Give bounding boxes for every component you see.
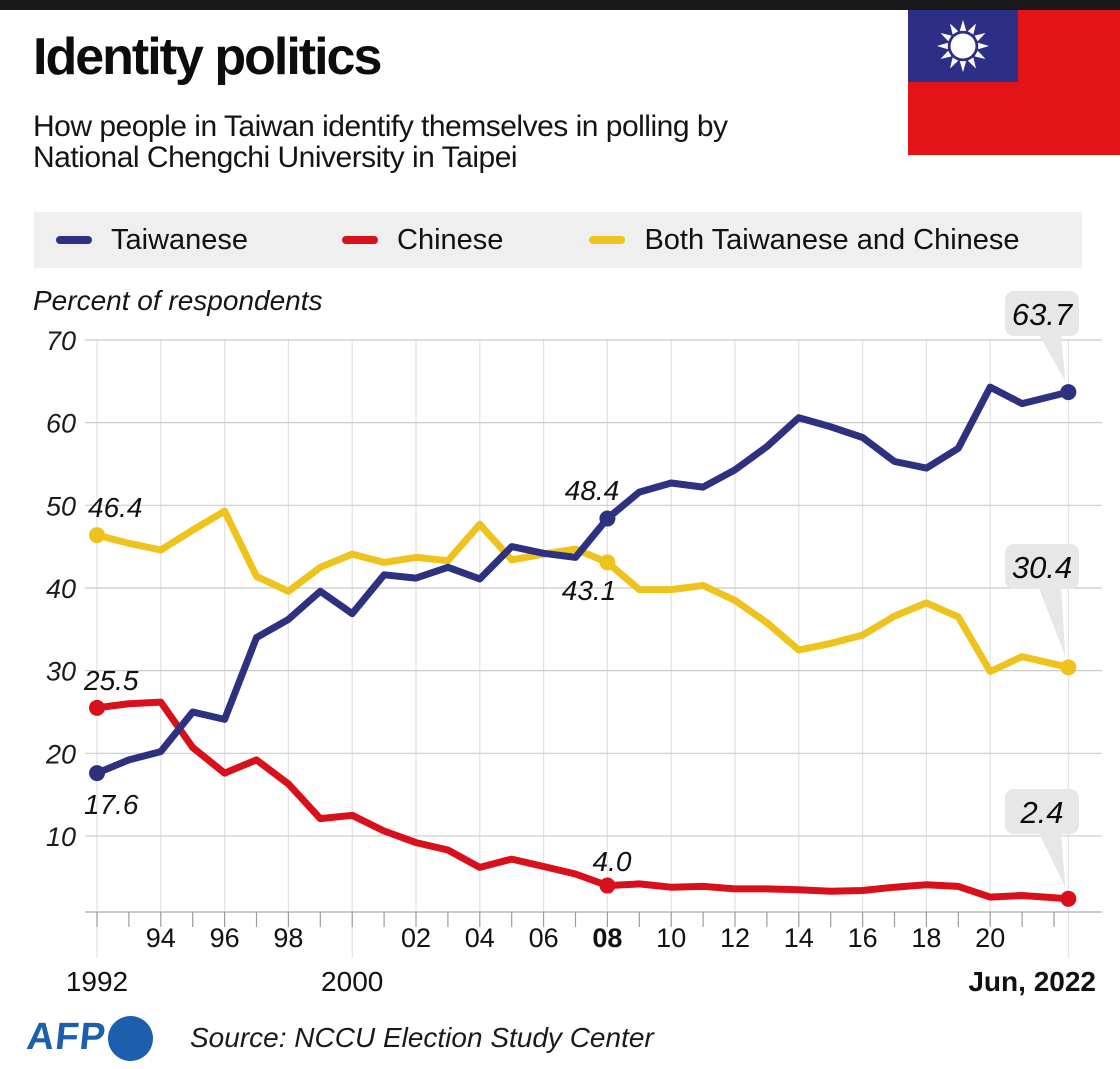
callout-bubble bbox=[1005, 544, 1079, 589]
legend-label: Chinese bbox=[397, 223, 504, 256]
point-value-label: 43.1 bbox=[562, 575, 617, 606]
x-tick-label: 10 bbox=[656, 923, 686, 953]
sun-disc bbox=[950, 33, 976, 59]
vertical-gridlines bbox=[96, 340, 1069, 958]
sun-rays bbox=[937, 20, 989, 72]
both-swatch-icon bbox=[589, 236, 626, 244]
point-value-label: 48.4 bbox=[565, 475, 620, 506]
legend-label: Both Taiwanese and Chinese bbox=[644, 223, 1020, 256]
data-point-dot bbox=[1060, 384, 1077, 401]
top-black-bar bbox=[0, 0, 1120, 10]
y-axis-title: Percent of respondents bbox=[33, 285, 323, 316]
y-tick-label: 70 bbox=[46, 326, 76, 356]
chinese-line bbox=[93, 698, 1072, 903]
y-tick-label: 30 bbox=[46, 657, 76, 687]
data-point-dot bbox=[89, 765, 105, 782]
taiwan-flag bbox=[908, 10, 1120, 155]
data-point-dot bbox=[89, 699, 105, 716]
callout-tail bbox=[1038, 831, 1066, 888]
x-axis-ticks bbox=[96, 912, 1055, 927]
horizontal-gridlines: 70 60 50 40 30 20 10 bbox=[45, 326, 1102, 852]
source-text: Source: NCCU Election Study Center bbox=[190, 1022, 654, 1053]
callout-value: 63.7 bbox=[1012, 297, 1074, 332]
callout-value: 2.4 bbox=[1019, 795, 1063, 830]
callout-value: 30.4 bbox=[1012, 550, 1072, 585]
y-tick-label: 20 bbox=[45, 739, 76, 769]
x-tick-label: 06 bbox=[529, 923, 559, 953]
callout-tail bbox=[1038, 333, 1066, 382]
x-tick-label: 14 bbox=[784, 923, 814, 953]
afp-logo: AFP bbox=[24, 1016, 109, 1058]
subtitle-line-1: How people in Taiwan identify themselves… bbox=[33, 110, 728, 143]
x-tick-label: 98 bbox=[273, 923, 303, 953]
point-value-label: 17.6 bbox=[84, 789, 139, 820]
sun-icon bbox=[937, 20, 989, 72]
x-tick-label: 02 bbox=[401, 923, 431, 953]
point-value-label: 46.4 bbox=[88, 492, 143, 523]
x-major-label: Jun, 2022 bbox=[968, 966, 1096, 997]
legend-item-chinese: Chinese bbox=[342, 224, 503, 257]
both-taiwanese-and-chinese-line bbox=[93, 507, 1072, 675]
chart-legend: Taiwanese Chinese Both Taiwanese and Chi… bbox=[34, 212, 1082, 268]
x-major-label: 2000 bbox=[321, 966, 383, 997]
data-point-dot bbox=[89, 527, 105, 544]
chinese-swatch-icon bbox=[342, 236, 379, 244]
subtitle-line-2: National Chengchi University in Taipei bbox=[33, 141, 518, 174]
point-value-label: 4.0 bbox=[593, 846, 632, 877]
legend-item-taiwanese: Taiwanese bbox=[56, 224, 248, 257]
x-tick-label: 04 bbox=[465, 923, 495, 953]
callout-tail bbox=[1038, 586, 1066, 657]
x-tick-label: 08 bbox=[592, 923, 622, 953]
y-tick-label: 60 bbox=[46, 409, 76, 439]
x-tick-label: 94 bbox=[146, 923, 176, 953]
x-major-labels: 1992 2000 Jun, 2022 bbox=[66, 966, 1096, 997]
data-point-dot bbox=[1060, 890, 1077, 907]
x-tick-label: 18 bbox=[911, 923, 941, 953]
data-point-dot bbox=[599, 554, 616, 571]
point-labels: 46.4 25.5 17.6 48.4 43.1 4.0 bbox=[83, 475, 632, 877]
data-point-dot bbox=[1060, 659, 1077, 676]
taiwanese-line bbox=[93, 383, 1072, 777]
page-title: Identity politics bbox=[33, 28, 382, 86]
end-callouts: 63.7 30.4 2.4 bbox=[1005, 291, 1079, 888]
legend-label: Taiwanese bbox=[111, 223, 249, 256]
x-tick-label: 20 bbox=[975, 923, 1005, 953]
afp-circle-icon bbox=[108, 1016, 153, 1061]
y-tick-label: 50 bbox=[46, 491, 76, 521]
y-tick-label: 10 bbox=[46, 822, 76, 852]
flag-canton bbox=[908, 10, 1018, 82]
x-tick-labels: 94 96 98 02 04 06 08 10 12 14 16 18 20 bbox=[146, 923, 1005, 953]
x-major-label: 1992 bbox=[66, 966, 128, 997]
x-tick-label: 16 bbox=[848, 923, 878, 953]
legend-item-both: Both Taiwanese and Chinese bbox=[589, 223, 1020, 257]
marked-points bbox=[89, 384, 1077, 907]
taiwanese-swatch-icon bbox=[56, 236, 92, 244]
callout-bubble bbox=[1005, 789, 1079, 834]
data-point-dot bbox=[599, 510, 616, 527]
y-tick-label: 40 bbox=[46, 574, 76, 604]
point-value-label: 25.5 bbox=[83, 665, 139, 696]
x-tick-label: 96 bbox=[210, 923, 240, 953]
data-point-dot bbox=[599, 877, 616, 894]
callout-bubble bbox=[1005, 291, 1079, 336]
subtitle: How people in Taiwan identify themselves… bbox=[33, 111, 728, 173]
x-tick-label: 12 bbox=[720, 923, 750, 953]
